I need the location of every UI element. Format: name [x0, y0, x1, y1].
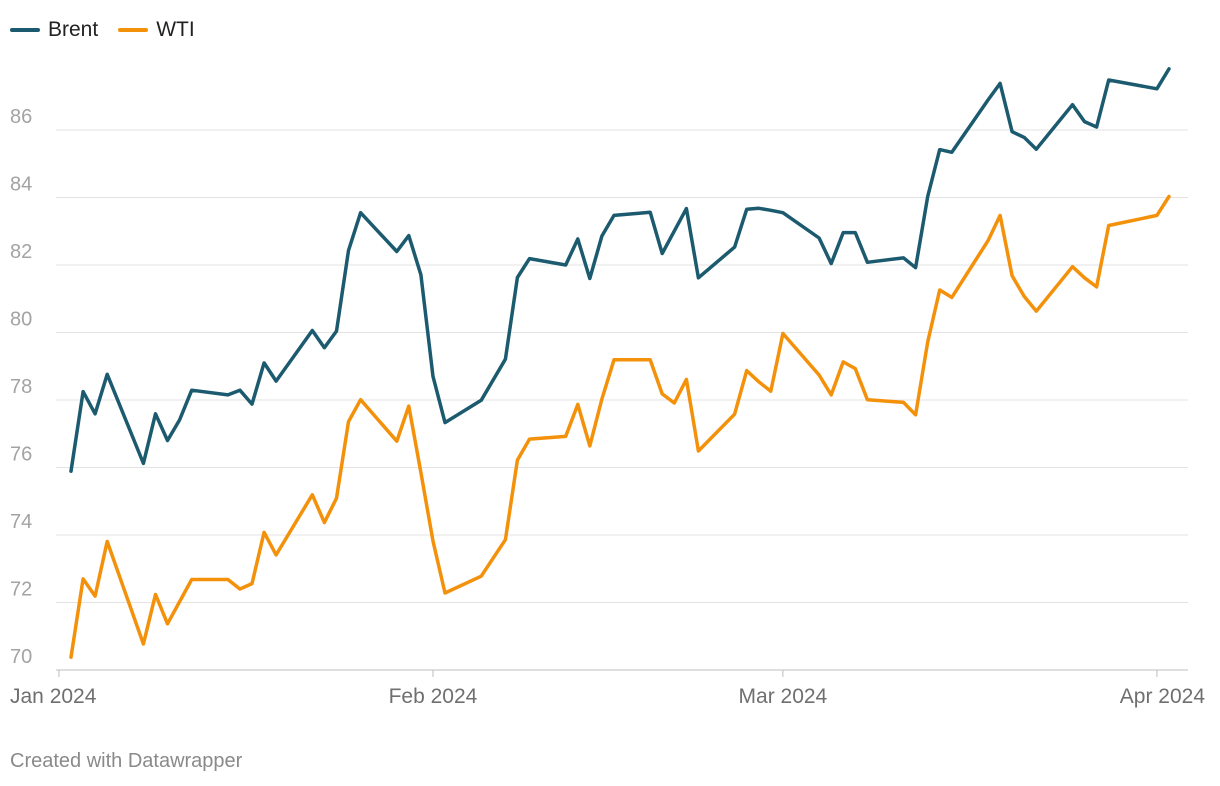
y-tick-label: 78: [10, 376, 32, 398]
x-tick-label: Jan 2024: [10, 685, 97, 708]
series-line-brent: [69, 67, 1171, 473]
x-axis: Jan 2024 Feb 2024 Mar 2024 Apr 2024: [10, 670, 1205, 708]
y-tick-label: 86: [10, 106, 32, 128]
legend: Brent WTI: [10, 14, 195, 46]
x-tick-label: Apr 2024: [1120, 685, 1206, 708]
legend-label-wti: WTI: [156, 18, 195, 41]
y-tick-label: 72: [10, 579, 32, 601]
series-lines: [69, 67, 1171, 659]
y-tick-label: 76: [10, 444, 32, 466]
legend-item-wti: WTI: [118, 18, 195, 42]
y-tick-label: 80: [10, 309, 32, 331]
y-axis-tick-labels: 70 72 74 76 78 80 82 84 86: [10, 106, 32, 668]
gridlines: [56, 129, 1188, 671]
y-tick-label: 82: [10, 241, 32, 263]
legend-swatch-wti: [118, 28, 149, 32]
series-line-wti: [69, 194, 1171, 659]
y-tick-label: 74: [10, 511, 32, 533]
x-tick-label: Feb 2024: [389, 685, 478, 708]
datawrapper-credit: Created with Datawrapper: [10, 750, 243, 772]
legend-label-brent: Brent: [48, 18, 99, 41]
x-tick-label: Mar 2024: [739, 685, 828, 708]
y-tick-label: 84: [10, 174, 32, 196]
legend-item-brent: Brent: [10, 18, 98, 42]
y-tick-label: 70: [10, 646, 32, 668]
legend-swatch-brent: [10, 28, 40, 32]
